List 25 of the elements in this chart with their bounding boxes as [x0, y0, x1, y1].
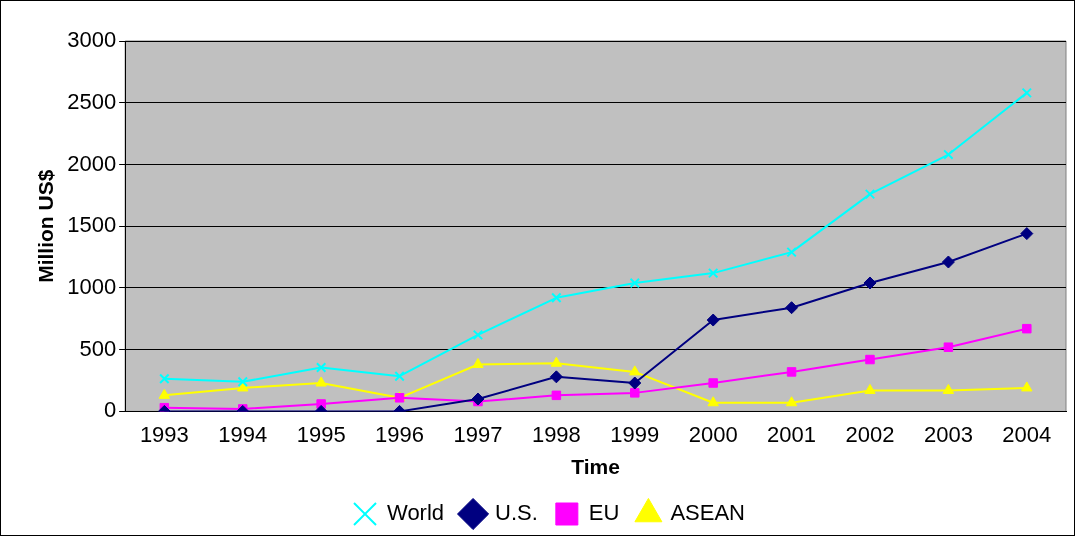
legend-label: EU — [588, 500, 620, 526]
x-tick-label: 2002 — [845, 421, 895, 447]
y-tick-label: 500 — [79, 335, 117, 361]
x-tick-label: 1993 — [139, 421, 189, 447]
x-tick-label: 1994 — [218, 421, 268, 447]
y-tick-label: 1000 — [67, 274, 117, 299]
y-tick-label: 2500 — [67, 88, 117, 114]
x-tick-label: 1997 — [453, 421, 503, 447]
x-tick-label: 2001 — [767, 421, 817, 447]
x-tick-label: 1999 — [610, 421, 660, 447]
x-tick-label: 2003 — [923, 421, 973, 447]
y-axis-title: Million US$ — [34, 169, 58, 283]
x-tick-label: 1996 — [375, 421, 425, 447]
x-tick-label: 1998 — [531, 421, 581, 447]
y-tick-label: 3000 — [67, 27, 117, 53]
x-tick-label: 1995 — [296, 421, 346, 447]
legend-label: U.S. — [495, 500, 538, 526]
y-tick-label: 2000 — [67, 150, 117, 176]
x-tick-label: 2004 — [1002, 421, 1052, 447]
y-tick-label: 0 — [103, 397, 117, 423]
x-tick-label: 2000 — [688, 421, 738, 447]
legend-label: World — [387, 500, 445, 526]
y-tick-label: 1500 — [67, 212, 117, 238]
x-axis-title: Time — [571, 455, 620, 479]
legend-label: ASEAN — [670, 500, 745, 526]
